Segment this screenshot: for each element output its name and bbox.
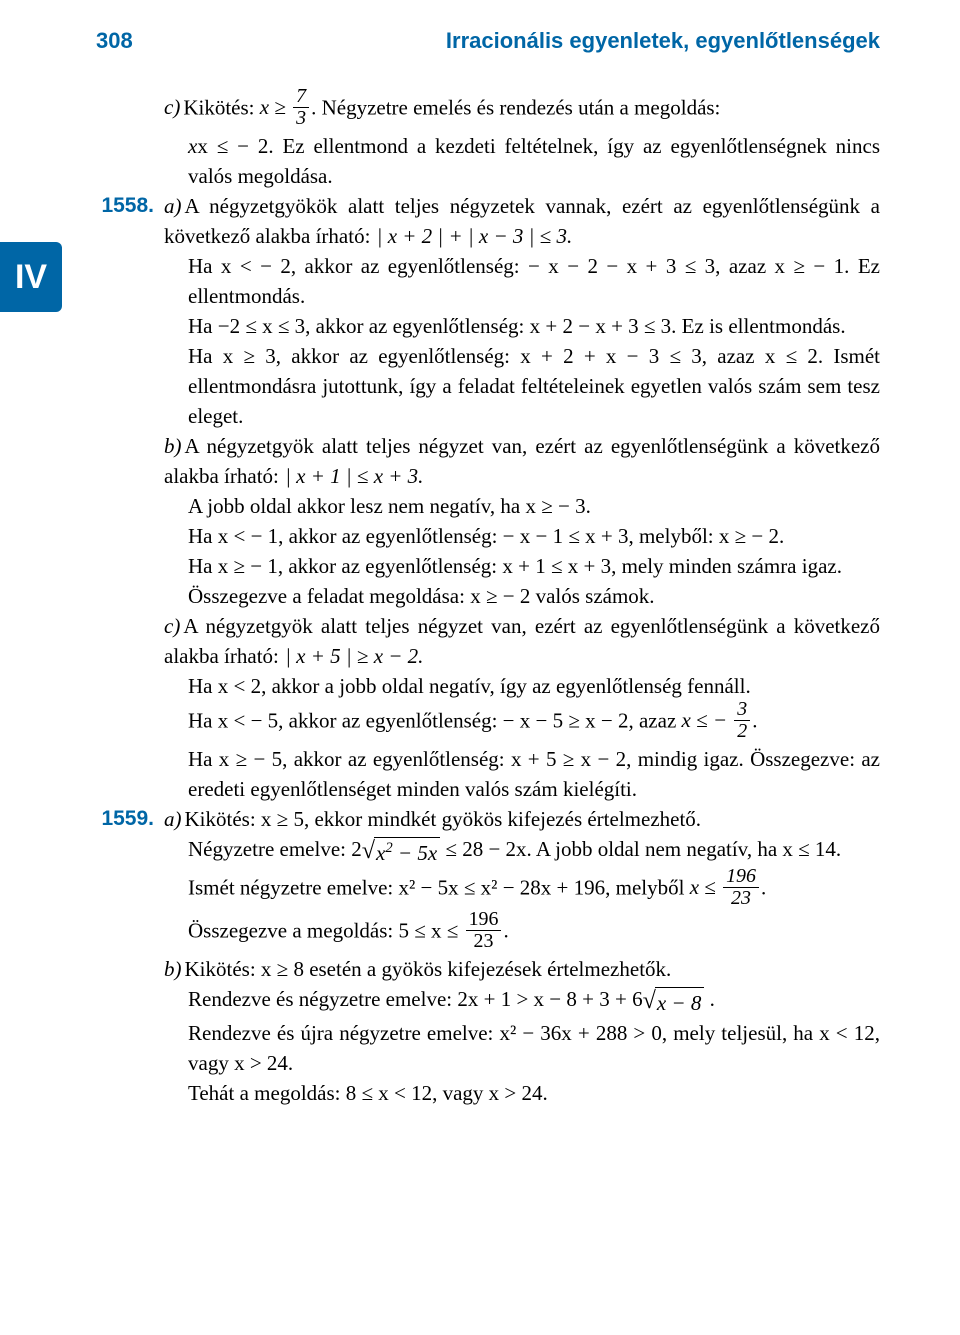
line-1559b-4: Tehát a megoldás: 8 ≤ x < 12, vagy x > 2… (164, 1078, 880, 1108)
math: x ≤ − 32 (682, 708, 753, 732)
page-number: 308 (96, 28, 133, 54)
line-1559a-1: a)Kikötés: x ≥ 5, ekkor mindkét gyökös k… (164, 804, 880, 834)
content: c)Kikötés: x ≥ 73. Négyzetre emelés és r… (96, 88, 880, 1108)
line-1558a-1: a)A négyzetgyökök alatt teljes négyzetek… (164, 191, 880, 251)
text: Ha x < − 5, akkor az egyenlőtlenség: − x… (188, 708, 682, 732)
line-1559b-3: Rendezve és újra négyzetre emelve: x² − … (164, 1018, 880, 1078)
label-c: c) (164, 95, 180, 119)
line-1558a-4: Ha x ≥ 3, akkor az egyenlőtlenség: x + 2… (164, 341, 880, 431)
side-tab: IV (0, 242, 62, 312)
line-1559b-1: b)Kikötés: x ≥ 8 esetén a gyökös kifejez… (164, 954, 880, 984)
label-b: b) (164, 957, 182, 981)
chapter-title: Irracionális egyenletek, egyenlőtlensége… (446, 28, 880, 54)
text: . Négyzetre emelés és rendezés után a me… (311, 95, 720, 119)
text: Négyzetre emelve: 2 (188, 837, 362, 861)
problem-1557c: c)Kikötés: x ≥ 73. Négyzetre emelés és r… (96, 88, 880, 191)
line-1558a-2: Ha x < − 2, akkor az egyenlőtlenség: − x… (164, 251, 880, 311)
text: A négyzetgyök alatt teljes négyzet van, … (164, 434, 880, 488)
math: x ≥ 73 (260, 95, 311, 119)
line-1558c-1: c)A négyzetgyök alatt teljes négyzet van… (164, 611, 880, 671)
label-a: a) (164, 807, 182, 831)
text: Ismét négyzetre emelve: x² − 5x ≤ x² − 2… (188, 875, 690, 899)
text: . (704, 987, 715, 1011)
text: A négyzetgyök alatt teljes négyzet van, … (164, 614, 880, 668)
math: 19623 (466, 909, 502, 952)
problem-1559: 1559. a)Kikötés: x ≥ 5, ekkor mindkét gy… (96, 804, 880, 1108)
label-b: b) (164, 434, 182, 458)
line-1558a-3: Ha −2 ≤ x ≤ 3, akkor az egyenlőtlenség: … (164, 311, 880, 341)
problem-number-1559: 1559. (42, 804, 154, 834)
line-1557c-2: xx ≤ − 2. Ez ellentmond a kezdeti feltét… (164, 131, 880, 191)
line-1557c-1: c)Kikötés: x ≥ 73. Négyzetre emelés és r… (164, 88, 880, 131)
line-1558c-3: Ha x < − 5, akkor az egyenlőtlenség: − x… (164, 701, 880, 744)
line-1558b-1: b)A négyzetgyök alatt teljes négyzet van… (164, 431, 880, 491)
line-1558b-4: Ha x ≥ − 1, akkor az egyenlőtlenség: x +… (164, 551, 880, 581)
line-1559a-4: Összegezve a megoldás: 5 ≤ x ≤ 19623. (164, 911, 880, 954)
math: | x + 5 | ≥ x − 2. (284, 644, 424, 668)
line-1558c-4: Ha x ≥ − 5, akkor az egyenlőtlenség: x +… (164, 744, 880, 804)
problem-1558: 1558. a)A négyzetgyökök alatt teljes nég… (96, 191, 880, 804)
line-1558c-2: Ha x < 2, akkor a jobb oldal negatív, íg… (164, 671, 880, 701)
math: x (188, 134, 197, 158)
text: ≤ 28 − 2x. A jobb oldal nem negatív, ha … (440, 837, 841, 861)
label-c: c) (164, 614, 180, 638)
math: x ≤ 19623 (690, 875, 761, 899)
line-1559a-3: Ismét négyzetre emelve: x² − 5x ≤ x² − 2… (164, 868, 880, 911)
line-1559a-2: Négyzetre emelve: 2√x2 − 5x ≤ 28 − 2x. A… (164, 834, 880, 868)
math: | x + 2 | + | x − 3 | ≤ 3. (376, 224, 574, 248)
text: Kikötés: (183, 95, 259, 119)
line-1558b-3: Ha x < − 1, akkor az egyenlőtlenség: − x… (164, 521, 880, 551)
text: Rendezve és négyzetre emelve: 2x + 1 > x… (188, 987, 643, 1011)
sqrt-icon: √x2 − 5x (362, 837, 440, 868)
math: | x + 1 | ≤ x + 3. (284, 464, 424, 488)
line-1558b-2: A jobb oldal akkor lesz nem negatív, ha … (164, 491, 880, 521)
line-1559b-2: Rendezve és négyzetre emelve: 2x + 1 > x… (164, 984, 880, 1018)
page-header: 308 Irracionális egyenletek, egyenlőtlen… (96, 28, 880, 54)
text: x ≤ − 2. Ez ellentmond a kezdeti feltéte… (188, 134, 880, 188)
label-a: a) (164, 194, 182, 218)
line-1558b-5: Összegezve a feladat megoldása: x ≥ − 2 … (164, 581, 880, 611)
text: Kikötés: x ≥ 8 esetén a gyökös kifejezés… (185, 957, 672, 981)
text: Összegezve a megoldás: 5 ≤ x ≤ (188, 918, 464, 942)
sqrt-icon: √x − 8 (643, 987, 705, 1018)
text: Kikötés: x ≥ 5, ekkor mindkét gyökös kif… (185, 807, 702, 831)
problem-number-1558: 1558. (42, 191, 154, 221)
